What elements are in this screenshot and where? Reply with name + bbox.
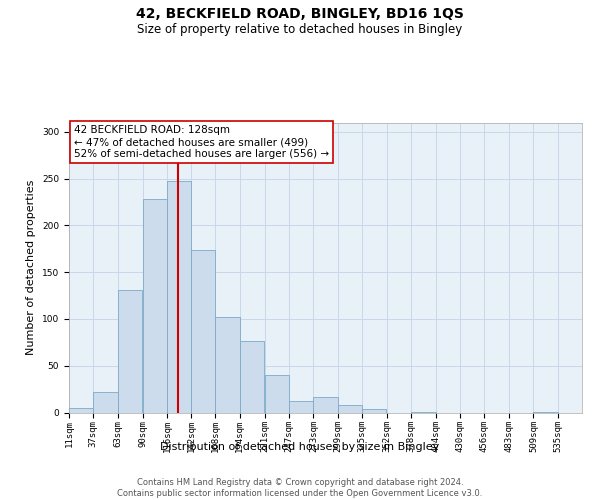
Bar — [338, 405, 362, 412]
Bar — [118, 290, 142, 412]
Bar — [167, 182, 191, 412]
Bar — [69, 408, 93, 412]
Text: Distribution of detached houses by size in Bingley: Distribution of detached houses by size … — [160, 442, 440, 452]
Y-axis label: Number of detached properties: Number of detached properties — [26, 180, 37, 355]
Text: 42, BECKFIELD ROAD, BINGLEY, BD16 1QS: 42, BECKFIELD ROAD, BINGLEY, BD16 1QS — [136, 8, 464, 22]
Text: Size of property relative to detached houses in Bingley: Size of property relative to detached ho… — [137, 22, 463, 36]
Bar — [93, 392, 118, 412]
Bar — [289, 402, 313, 412]
Bar — [215, 317, 239, 412]
Bar — [239, 342, 264, 412]
Bar — [313, 396, 338, 412]
Text: Contains HM Land Registry data © Crown copyright and database right 2024.
Contai: Contains HM Land Registry data © Crown c… — [118, 478, 482, 498]
Bar — [191, 250, 215, 412]
Bar — [143, 199, 167, 412]
Bar — [362, 409, 386, 412]
Bar — [265, 375, 289, 412]
Text: 42 BECKFIELD ROAD: 128sqm
← 47% of detached houses are smaller (499)
52% of semi: 42 BECKFIELD ROAD: 128sqm ← 47% of detac… — [74, 126, 329, 158]
